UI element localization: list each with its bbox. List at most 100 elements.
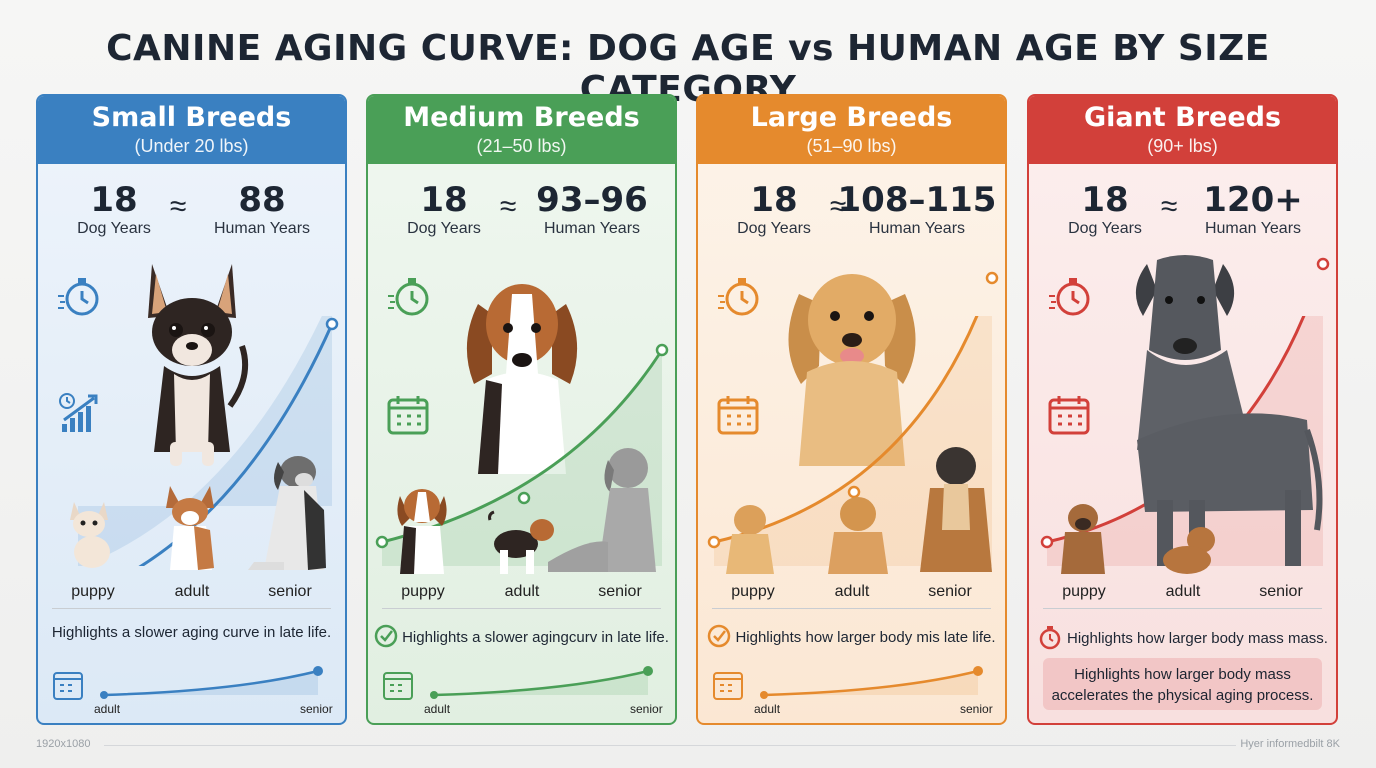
human-age-label: Human Years — [1204, 220, 1302, 237]
callout-box: Highlights how larger body mass accelera… — [1043, 658, 1322, 710]
senior-dog-illustration — [920, 447, 992, 572]
human-age-stat: 108–115 Human Years — [837, 182, 997, 238]
chihuahua-adult-illustration — [166, 486, 214, 570]
card-small-breeds: Small Breeds (Under 20 lbs) 18 Dog Years… — [36, 94, 347, 725]
growth-chart-icon — [59, 393, 98, 432]
stage-label-adult: adult — [174, 583, 210, 600]
calendar-icon — [387, 396, 429, 435]
stage-label-puppy: puppy — [1062, 583, 1106, 600]
mini-label-adult: adult — [94, 702, 121, 716]
great-dane-illustration — [1135, 255, 1323, 566]
check-badge-icon — [707, 624, 731, 652]
mini-trend-chart — [383, 666, 653, 700]
card-note: Highlights how larger body mass mass. — [1029, 624, 1336, 654]
dog-age-label: Dog Years — [77, 220, 151, 237]
dog-age-value: 18 — [420, 180, 468, 220]
mini-trend-chart — [53, 666, 323, 700]
footer-credit: Hyer informedbilt 8K — [1240, 738, 1340, 750]
stage-label-senior: senior — [928, 583, 972, 600]
stopwatch-icon — [388, 278, 429, 316]
check-badge-icon — [374, 624, 398, 652]
card-header: Small Breeds (Under 20 lbs) — [38, 96, 345, 164]
human-age-value: 88 — [238, 180, 286, 220]
dog-age-stat: 18 Dog Years — [1057, 182, 1153, 238]
card-header: Giant Breeds (90+ lbs) — [1029, 96, 1336, 164]
footer-rule — [104, 745, 1236, 746]
aging-curve-chart — [78, 316, 339, 566]
approx-symbol: ≈ — [500, 190, 517, 223]
dog-age-value: 18 — [750, 180, 798, 220]
card-title: Medium Breeds — [403, 102, 640, 133]
chihuahua-illustration — [147, 264, 248, 466]
card-title: Small Breeds — [91, 102, 292, 133]
dog-age-label: Dog Years — [407, 220, 481, 237]
mastiff-puppy-illustration — [1061, 504, 1105, 574]
chihuahua-puppy-illustration — [70, 502, 110, 568]
stage-label-adult: adult — [504, 583, 540, 600]
stage-label-senior: senior — [1259, 583, 1303, 600]
endpoint-marker — [1316, 257, 1330, 271]
dog-age-value: 18 — [1081, 180, 1129, 220]
mini-trend-chart — [713, 666, 983, 700]
human-age-label: Human Years — [543, 220, 641, 237]
dog-age-label: Dog Years — [1068, 220, 1142, 237]
card-title: Large Breeds — [750, 102, 953, 133]
stage-label-adult: adult — [834, 583, 870, 600]
puppy-lying-illustration — [1163, 527, 1215, 574]
dog-age-stat: 18 Dog Years — [66, 182, 162, 238]
beagle-puppy-illustration — [397, 489, 447, 574]
age-equivalence: 18 Dog Years ≈ 120+ Human Years — [1029, 182, 1336, 237]
approx-symbol: ≈ — [830, 190, 847, 223]
human-age-stat: 88 Human Years — [197, 182, 327, 238]
human-age-stat: 93–96 Human Years — [527, 182, 657, 238]
card-note-text: Highlights a slower agingcurv in late li… — [402, 628, 669, 646]
human-age-value: 93–96 — [536, 180, 648, 220]
human-age-label: Human Years — [213, 220, 311, 237]
golden-adult-illustration — [828, 497, 888, 574]
card-note: Highlights a slower aging curve in late … — [51, 624, 332, 641]
divider — [382, 608, 661, 609]
card-note: Highlights a slower agingcurv in late li… — [368, 624, 675, 652]
human-age-value: 120+ — [1203, 180, 1303, 220]
aging-curve-chart — [707, 316, 992, 566]
mini-label-adult: adult — [754, 702, 781, 716]
endpoint-marker — [985, 271, 999, 285]
stopwatch-icon — [1037, 624, 1063, 654]
mini-label-senior: senior — [960, 702, 993, 716]
card-note: Highlights how larger body mis late life… — [698, 624, 1005, 652]
card-note-text: Highlights how larger body mis late life… — [735, 628, 996, 646]
human-age-value: 108–115 — [837, 180, 997, 220]
stage-label-puppy: puppy — [401, 583, 445, 600]
human-age-stat: 120+ Human Years — [1188, 182, 1318, 238]
age-equivalence: 18 Dog Years ≈ 88 Human Years — [38, 182, 345, 237]
stopwatch-icon — [58, 278, 99, 316]
mini-label-senior: senior — [630, 702, 663, 716]
mini-label-adult: adult — [424, 702, 451, 716]
dog-age-label: Dog Years — [737, 220, 811, 237]
approx-symbol: ≈ — [1161, 190, 1178, 223]
divider — [52, 608, 331, 609]
stage-label-senior: senior — [598, 583, 642, 600]
card-weight-range: (21–50 lbs) — [476, 136, 567, 156]
card-note-text: Highlights how larger body mass mass. — [1067, 629, 1328, 647]
golden-puppy-illustration — [726, 505, 774, 574]
stopwatch-icon — [1049, 278, 1090, 316]
card-giant-breeds: Giant Breeds (90+ lbs) 18 Dog Years ≈ 12… — [1027, 94, 1338, 725]
footer-resolution: 1920x1080 — [36, 738, 91, 750]
beagle-illustration — [466, 284, 577, 474]
stage-label-puppy: puppy — [71, 583, 115, 600]
stage-label-puppy: puppy — [731, 583, 775, 600]
card-weight-range: (Under 20 lbs) — [134, 136, 249, 156]
stage-label-adult: adult — [1165, 583, 1201, 600]
senior-dog-illustration — [248, 456, 326, 570]
page-title: CANINE AGING CURVE: DOG AGE vs HUMAN AGE… — [106, 28, 1270, 110]
mini-label-senior: senior — [300, 702, 333, 716]
age-equivalence: 18 Dog Years ≈ 108–115 Human Years — [698, 180, 1005, 237]
card-weight-range: (51–90 lbs) — [806, 136, 897, 156]
age-equivalence: 18 Dog Years ≈ 93–96 Human Years — [368, 180, 675, 237]
stopwatch-icon — [718, 278, 759, 316]
divider — [1043, 608, 1322, 609]
human-age-label: Human Years — [868, 220, 966, 237]
card-weight-range: (90+ lbs) — [1147, 136, 1218, 156]
card-medium-breeds: Medium Breeds (21–50 lbs) 18 Dog Years ≈… — [366, 94, 677, 725]
